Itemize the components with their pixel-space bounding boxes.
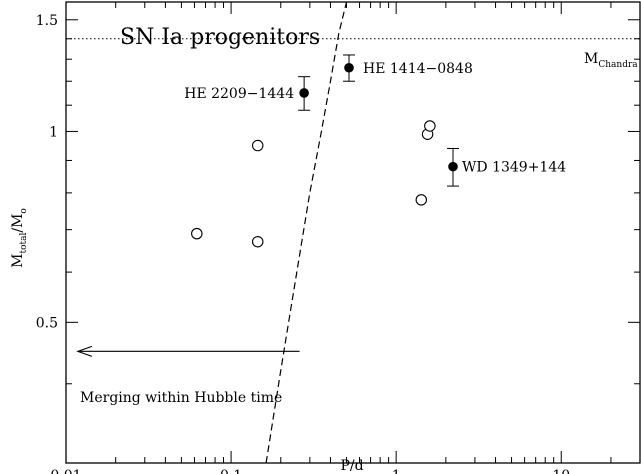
open-point <box>251 235 264 248</box>
open-point <box>424 120 436 132</box>
open-point <box>415 194 428 206</box>
point-label: HE 1414−0848 <box>363 61 473 77</box>
y-axis-label-sub: total <box>19 233 29 254</box>
point-label: HE 2209−1444 <box>184 86 294 102</box>
chandra-label-sub: Chandra <box>598 60 638 70</box>
merging-curve <box>265 1 348 464</box>
open-point <box>191 227 203 240</box>
svg-text:MChandra: MChandra <box>584 51 638 70</box>
merging-arrow-head <box>76 345 93 357</box>
chandra-label: MChandra <box>584 51 638 70</box>
x-axis-label: P/d <box>340 458 363 474</box>
chart-title: SN Ia progenitors <box>120 25 320 50</box>
y-axis-label: Mtotal/Mo <box>10 208 29 268</box>
filled-point <box>448 161 458 172</box>
open-point <box>251 139 264 152</box>
svg-text:Mtotal/Mo: Mtotal/Mo <box>10 208 29 268</box>
filled-point <box>344 62 354 73</box>
points-layer <box>191 54 460 248</box>
y-axis-label-sub2: o <box>19 208 29 213</box>
x-tick-label: 0.01 <box>50 468 81 474</box>
curve-layer <box>66 1 640 464</box>
labels-layer: 0.01 0.1 1 10 0.5 1 1.5 HE 2209−1444 HE 1414−084… <box>36 13 570 474</box>
x-tick-label: 0.1 <box>220 468 242 474</box>
y-axis-label-main: M <box>10 254 26 268</box>
y-tick-label: 1.5 <box>36 13 58 29</box>
y-tick-label: 0.5 <box>36 315 58 331</box>
y-tick-label: 1 <box>49 124 58 140</box>
chandra-label-main: M <box>584 51 598 67</box>
point-label: WD 1349+144 <box>462 160 566 176</box>
x-tick-label: 10 <box>552 468 570 474</box>
y-axis-label-mid: /M <box>10 214 26 233</box>
filled-point <box>299 88 309 98</box>
x-tick-label: 1 <box>392 468 401 474</box>
merging-label: Merging within Hubble time <box>80 390 282 406</box>
plot-frame <box>65 1 641 464</box>
